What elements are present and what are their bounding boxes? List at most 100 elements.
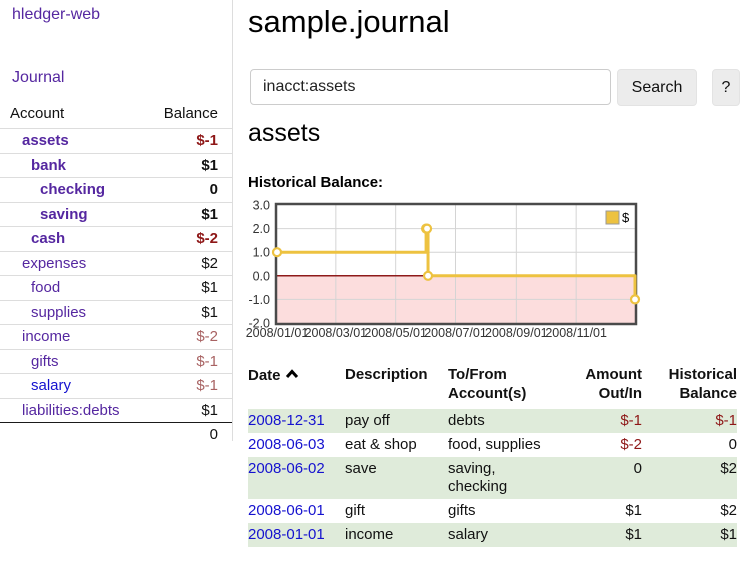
- register-row: 2008-01-01 income salary $1 $1: [248, 523, 737, 547]
- register-row: 2008-06-03 eat & shop food, supplies $-2…: [248, 433, 737, 457]
- transaction-date-link[interactable]: 2008-06-02: [248, 460, 325, 477]
- register-row: 2008-12-31 pay off debts $-1 $-1: [248, 409, 737, 433]
- accounts-col-balance: Balance: [163, 105, 218, 122]
- account-row: assets $-1: [0, 128, 232, 154]
- main-content: sample.journal × Search ? assets Histori…: [233, 0, 742, 582]
- account-row: expenses $2: [0, 251, 232, 276]
- transaction-balance: 0: [728, 436, 737, 453]
- account-row: bank $1: [0, 153, 232, 178]
- transaction-description: eat & shop: [345, 436, 417, 453]
- transaction-accounts: gifts: [448, 502, 476, 519]
- register-col-date[interactable]: Date: [248, 361, 345, 409]
- svg-text:2008/11/01: 2008/11/01: [545, 326, 607, 340]
- transaction-date-link[interactable]: 2008-06-03: [248, 436, 325, 453]
- transaction-accounts: salary: [448, 526, 489, 543]
- transaction-amount: 0: [633, 460, 642, 477]
- accounts-header-row: Account Balance: [0, 100, 232, 129]
- brand-link[interactable]: hledger-web: [12, 6, 101, 23]
- svg-text:2008/05/01: 2008/05/01: [364, 326, 427, 340]
- register-col-balance: Historical Balance: [668, 366, 737, 402]
- register-col-description: Description: [345, 366, 428, 383]
- transaction-amount: $1: [625, 502, 642, 519]
- svg-text:-1.0: -1.0: [248, 293, 270, 307]
- account-link-gifts[interactable]: gifts: [31, 352, 59, 370]
- account-balance: $1: [201, 156, 218, 174]
- account-balance: $-2: [196, 328, 218, 345]
- account-balance: $1: [201, 303, 218, 321]
- svg-text:0.0: 0.0: [253, 269, 270, 283]
- accounts-table: Account Balance assets $-1 bank $1 check…: [0, 100, 232, 447]
- sidebar-item-journal[interactable]: Journal: [12, 69, 65, 86]
- account-balance: $-2: [196, 230, 218, 247]
- search-button[interactable]: Search: [617, 69, 697, 106]
- register-row: 2008-06-01 gift gifts $1 $2: [248, 499, 737, 523]
- transaction-description: income: [345, 526, 394, 543]
- account-link-liabilities-debts[interactable]: liabilities:debts: [22, 401, 120, 419]
- register-table: Date Description To/From Account(s) Amou…: [248, 361, 737, 547]
- account-link-expenses[interactable]: expenses: [22, 254, 87, 272]
- transaction-balance: $1: [720, 526, 737, 543]
- account-balance: $-1: [196, 377, 218, 394]
- chart-container: 3.0 2.0 1.0 0.0 -1.0 -2.0 2008/01/01 2008/03/01…: [240, 197, 642, 347]
- account-link-food[interactable]: food: [31, 279, 61, 296]
- svg-text:3.0: 3.0: [253, 199, 270, 213]
- search-form: × Search ?: [233, 69, 742, 106]
- svg-text:-2.0: -2.0: [248, 317, 270, 331]
- transaction-description: save: [345, 460, 377, 477]
- account-balance: $1: [201, 205, 218, 223]
- transaction-date-link[interactable]: 2008-01-01: [248, 526, 325, 543]
- transaction-accounts: food, supplies: [448, 436, 541, 453]
- svg-text:2.0: 2.0: [253, 222, 270, 236]
- svg-text:$: $: [622, 210, 630, 225]
- account-balance: 0: [209, 181, 218, 198]
- register-col-accounts: To/From Account(s): [448, 366, 527, 402]
- account-row: salary $-1: [0, 373, 232, 399]
- transaction-description: pay off: [345, 412, 390, 429]
- account-row: cash $-2: [0, 226, 232, 252]
- account-link-supplies[interactable]: supplies: [31, 303, 87, 321]
- historical-balance-chart: 3.0 2.0 1.0 0.0 -1.0 -2.02008/01/012008/03/01…: [246, 199, 641, 340]
- sidebar: hledger-web Journal Account Balance asse…: [0, 0, 233, 443]
- transaction-balance: $2: [720, 502, 737, 519]
- transaction-description: gift: [345, 502, 366, 519]
- sort-ascending-icon: [285, 365, 299, 384]
- chart-title: Historical Balance:: [248, 174, 384, 191]
- transaction-accounts: debts: [448, 412, 485, 429]
- transaction-date-link[interactable]: 2008-12-31: [248, 412, 325, 429]
- svg-text:1.0: 1.0: [253, 246, 270, 260]
- page-title: sample.journal: [248, 4, 450, 39]
- account-row: saving $1: [0, 202, 232, 227]
- account-link-assets[interactable]: assets: [22, 132, 69, 149]
- account-row: income $-2: [0, 324, 232, 350]
- svg-text:2008/09/01: 2008/09/01: [485, 326, 548, 340]
- account-row: liabilities:debts $1: [0, 398, 232, 423]
- accounts-total-value: 0: [209, 426, 218, 443]
- accounts-col-account: Account: [10, 105, 65, 122]
- transaction-accounts: saving, checking: [448, 460, 508, 495]
- account-row: gifts $-1: [0, 349, 232, 374]
- search-input[interactable]: [250, 69, 611, 105]
- account-link-saving[interactable]: saving: [40, 205, 88, 223]
- account-row: food $1: [0, 275, 232, 301]
- account-balance: $1: [201, 279, 218, 296]
- account-row: checking 0: [0, 177, 232, 203]
- accounts-total-row: 0: [0, 422, 232, 447]
- transaction-amount: $1: [625, 526, 642, 543]
- account-link-cash[interactable]: cash: [31, 230, 66, 247]
- account-balance: $1: [201, 401, 218, 419]
- help-button[interactable]: ?: [712, 69, 740, 106]
- account-balance: $-1: [196, 132, 218, 149]
- transaction-balance: $2: [720, 460, 737, 477]
- svg-text:2008/03/01: 2008/03/01: [305, 326, 368, 340]
- transaction-amount: $-1: [620, 412, 642, 429]
- register-col-amount: Amount Out/In: [585, 366, 642, 402]
- account-link-income[interactable]: income: [22, 328, 71, 345]
- account-link-salary[interactable]: salary: [31, 377, 72, 394]
- account-row: supplies $1: [0, 300, 232, 325]
- account-link-bank[interactable]: bank: [31, 156, 67, 174]
- transaction-date-link[interactable]: 2008-06-01: [248, 502, 325, 519]
- account-heading: assets: [248, 119, 321, 147]
- account-link-checking[interactable]: checking: [40, 181, 106, 198]
- svg-text:2008/01/01: 2008/01/01: [246, 326, 309, 340]
- account-balance: $-1: [196, 352, 218, 370]
